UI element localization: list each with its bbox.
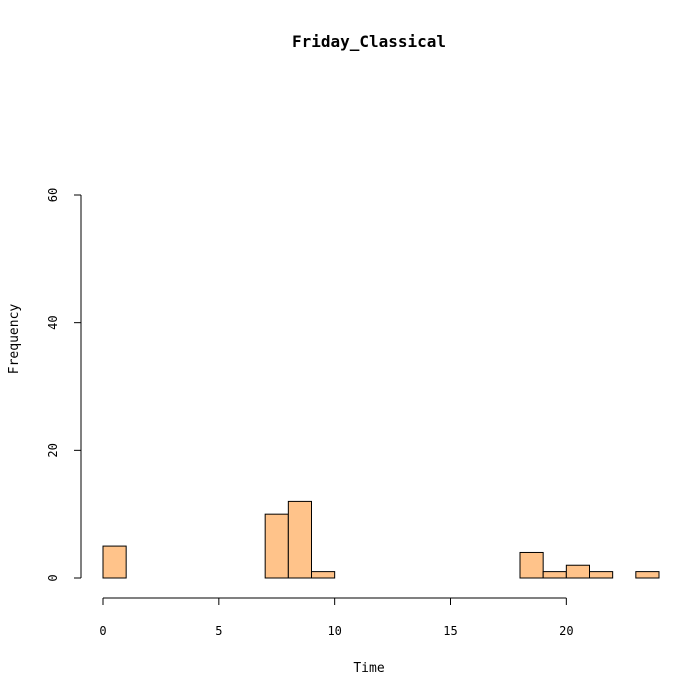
y-axis: 0 20 40 60 [46, 188, 82, 582]
y-tick-label: 20 [46, 443, 60, 457]
histogram-bar [287, 500, 313, 579]
x-axis-label: Time [353, 661, 384, 676]
x-tick-label: 5 [215, 624, 222, 638]
histogram-bar [565, 564, 590, 579]
y-tick-label: 40 [46, 315, 60, 329]
x-axis: 0 5 10 15 20 [99, 597, 574, 638]
y-tick-label: 0 [46, 574, 60, 581]
y-axis-label: Frequency [7, 304, 22, 375]
histogram-bar [311, 571, 336, 579]
histogram-bar [589, 571, 614, 579]
histogram-bar [635, 571, 660, 579]
histogram-bar [519, 551, 544, 579]
y-tick-label: 60 [46, 188, 60, 202]
bars-group [102, 500, 660, 579]
x-tick-label: 0 [99, 624, 106, 638]
x-tick-label: 20 [559, 624, 573, 638]
chart-title: Friday_Classical [292, 32, 446, 51]
histogram-bar [264, 513, 289, 579]
histogram-bar [102, 545, 127, 579]
x-tick-label: 15 [443, 624, 457, 638]
histogram-bar [542, 571, 567, 579]
x-tick-label: 10 [327, 624, 341, 638]
